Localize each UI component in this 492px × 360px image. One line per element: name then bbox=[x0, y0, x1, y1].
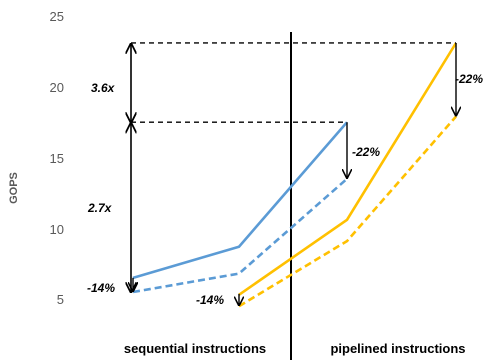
annotation-label: -14% bbox=[196, 293, 224, 307]
annotation-layer: 2.7x 3.6x -14% -14% -22% -22% bbox=[87, 42, 483, 307]
annotation-label: -22% bbox=[455, 72, 483, 86]
y-tick-label: 5 bbox=[57, 292, 64, 307]
group-label-sequential: sequential instructions bbox=[124, 341, 266, 356]
sequential-solid-line bbox=[132, 121, 348, 280]
y-axis-title: GOPS bbox=[8, 172, 20, 204]
y-tick-label: 10 bbox=[50, 222, 64, 237]
annotation-label: 3.6x bbox=[91, 81, 116, 95]
y-tick-label: 25 bbox=[50, 9, 64, 24]
y-tick-labels: 5 10 15 20 25 bbox=[50, 9, 64, 307]
pipelined-solid-line bbox=[238, 42, 458, 296]
y-tick-label: 15 bbox=[50, 151, 64, 166]
annotation-label: 2.7x bbox=[87, 201, 113, 215]
sequential-dashed-line bbox=[132, 177, 348, 294]
group-label-pipelined: pipelined instructions bbox=[330, 341, 465, 356]
series-layer bbox=[132, 42, 458, 308]
pipelined-dashed-line bbox=[238, 115, 457, 308]
annotation-label: -14% bbox=[87, 281, 115, 295]
annotation-label: -22% bbox=[352, 145, 380, 159]
y-tick-label: 20 bbox=[50, 80, 64, 95]
